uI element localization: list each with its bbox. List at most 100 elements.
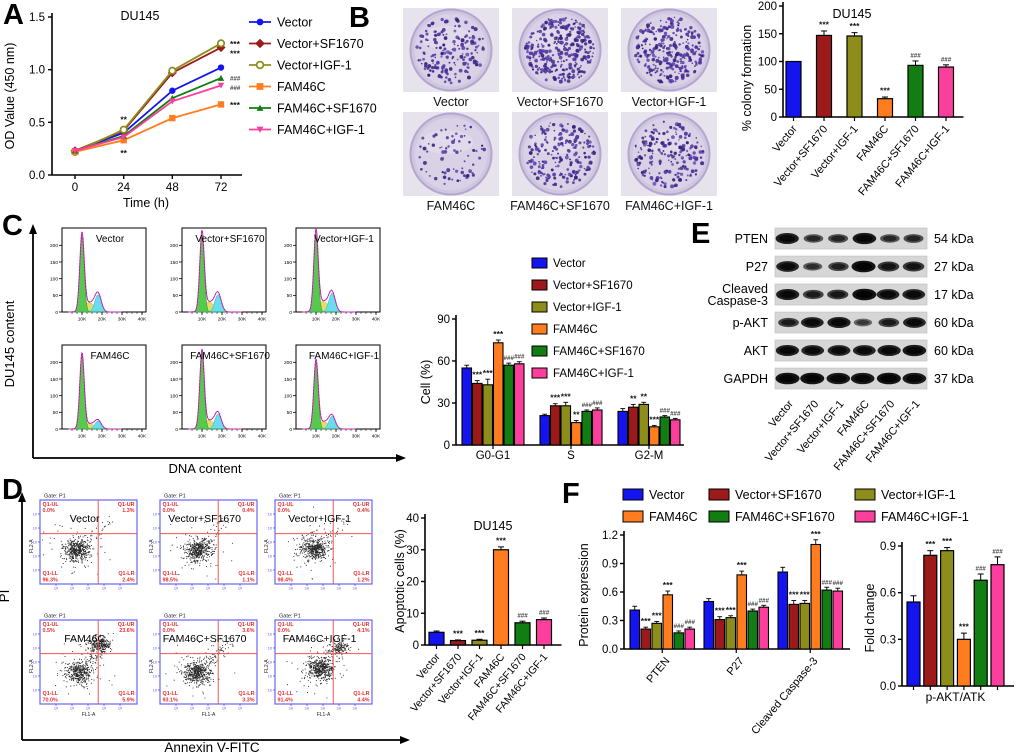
axis-decade-tick: 10 [190,707,194,711]
x-axis-label: Time (h) [123,196,169,210]
x-tick-label: 24 [117,182,130,194]
axis-decade-tick: 10 [33,633,37,637]
significance-hash: ### [759,597,770,604]
legend-item: Vector+IGF-1 [854,488,956,502]
flow-histogram: 0 50 100 150 200 10K 20K 30K 40K FAM46C+IGF-1 [284,344,381,440]
y-tick-label: 1.2 [602,530,618,542]
quadrant-value: 2.4% [122,578,134,584]
gate-label: Gate: P1 [279,614,301,620]
quadrant-value: 93.1% [163,698,178,704]
quadrant-label: Q1-UL [278,622,295,628]
molecular-weight-label: 60 kDa [934,316,974,330]
legend-label: FAM46C [553,324,598,336]
panel-d-label: D [2,474,23,506]
quadrant-label: Q1-UL [43,502,60,508]
quadrant-value: 0.4% [242,508,254,514]
legend-item: Vector+SF1670 [531,279,633,292]
significance-stars: *** [726,605,737,615]
blot-row: PTEN 54 kDa [735,227,974,250]
colony-plate-label: Vector [433,95,469,109]
plot-y-axis-label: FL2-A [264,659,270,673]
blot-row: Cleaved Caspase-3 17 kDa [708,282,974,308]
hist-x-tick: 30K [352,317,361,323]
significance-stars: *** [550,393,561,403]
sample-label: Vector [96,234,125,245]
hist-x-tick: 20K [98,434,107,440]
hist-y-tick: 0 [55,310,58,316]
axis-decade-tick: 10 [321,587,325,591]
significance-stars: *** [800,590,811,600]
axis-decade-tick: 10 [33,675,37,679]
legend-label: FAM46C [277,80,326,94]
hist-y-tick: 150 [50,377,58,383]
significance-stars: *** [715,606,726,616]
legend-item: FAM46C+IGF-1 [854,510,969,524]
colony-plate-image [621,8,717,97]
hist-y-tick: 0 [289,427,292,433]
flow-histogram: 0 50 100 150 200 10K 20K 30K 40K Vector [50,227,147,323]
hist-x-tick: 40K [138,434,147,440]
legend-label: Vector [553,258,586,270]
plot-y-axis-label: FL2-A [29,539,35,553]
quadrant-label: Q1-LR [238,691,254,697]
legend-item: FAM46C+IGF-1 [249,123,365,137]
axis-decade-tick: 10 [33,569,37,573]
legend-item: FAM46C+SF1670 [531,345,645,358]
axis-decade-tick: 10 [153,675,157,679]
molecular-weight-label: 60 kDa [934,344,974,358]
significance-hash: ### [822,579,833,586]
significance-stars: ** [120,148,127,158]
y-tick-label: 1.5 [29,12,45,24]
significance-hash: ### [833,580,844,587]
axis-decade-tick: 10 [86,587,90,591]
plot-x-axis-label: FL1-A [82,712,96,718]
y-tick-label: 0.0 [602,644,618,656]
axis-decade-tick: 10 [153,527,157,531]
legend-item: Vector+IGF-1 [249,59,352,73]
quadrant-value: 0.5% [43,628,55,634]
x-category-label: FAM46C+IGF-1 [893,123,952,190]
hist-y-tick: 100 [50,393,58,399]
hist-y-tick: 0 [55,427,58,433]
quadrant-label: Q1-UL [43,622,60,628]
colony-plate-image [621,112,717,201]
blot-row: p-AKT 60 kDa [733,311,974,334]
axis-decade-tick: 10 [206,587,210,591]
hist-y-tick: 0 [289,310,292,316]
quadrant-label: Q1-LL [43,571,59,577]
colony-plate-label: Vector+IGF-1 [631,95,707,109]
colony-plate-grid: Vector Vector+SF1670 Vector+IGF-1 FAM46C FAM… [398,8,738,216]
legend-item: FAM46C [622,510,698,524]
axis-decade-tick: 10 [268,647,272,651]
colony-plate-label: FAM46C [426,199,476,213]
protein-label: p-AKT [733,316,769,330]
colony-plate-image [403,112,499,201]
x-category-label: G0-G1 [476,450,511,462]
hist-x-tick: 10K [312,434,321,440]
y-tick-label: 0.3 [602,616,618,628]
quadrant-value: 5.9% [122,698,134,704]
significance-hash: ### [539,610,550,617]
legend-label: Vector+SF1670 [553,280,633,292]
hist-x-tick: 10K [78,434,87,440]
proliferation-line-chart: 0.0 0.5 1.0 1.5 0 24 48 72 DU145 Time (h) OD Value… [3,9,377,210]
quadrant-label: Q1-LR [353,571,369,577]
legend-item: Vector [249,16,312,30]
hist-y-tick: 0 [175,427,178,433]
hist-y-tick: 50 [173,410,179,416]
hist-x-tick: 20K [332,317,341,323]
significance-hash: ### [514,354,525,361]
axis-decade-tick: 10 [153,661,157,665]
outer-y-axis-label: DU145 content [2,300,17,387]
quadrant-label: Q1-UR [118,622,135,628]
hist-x-tick: 30K [118,434,127,440]
y-tick-label: 100 [758,57,777,69]
axis-decade-tick: 10 [33,541,37,545]
y-tick-label: 0.0 [880,681,896,693]
plot-y-axis-label: FL2-A [149,539,155,553]
colony-plate-label: Vector+SF1670 [516,95,604,109]
x-category-label: Vector+SF1670 [772,123,830,189]
colony-plate-image [512,8,608,97]
